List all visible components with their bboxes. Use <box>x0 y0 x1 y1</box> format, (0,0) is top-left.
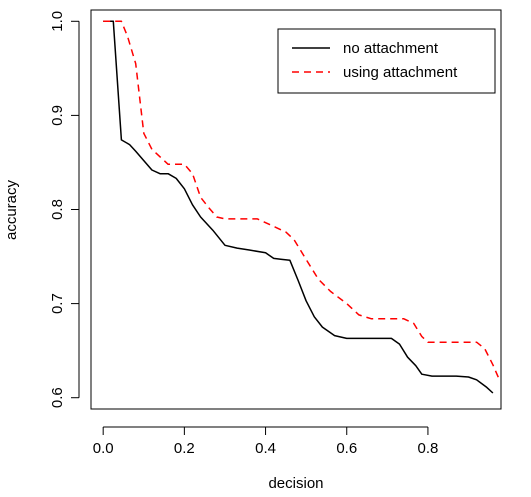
y-tick-label: 1.0 <box>49 11 66 32</box>
x-tick-label: 0.4 <box>255 440 276 457</box>
y-axis-title: accuracy <box>3 179 20 240</box>
y-tick-label: 0.6 <box>49 387 66 408</box>
x-tick-label: 0.8 <box>418 440 439 457</box>
legend-box <box>277 28 496 94</box>
x-axis-title: decision <box>268 475 323 492</box>
x-tick-label: 0.0 <box>93 440 114 457</box>
x-axis: 0.0 0.2 0.4 0.6 0.8 <box>93 426 439 457</box>
legend: no attachment using attachment <box>277 28 496 94</box>
plot-frame <box>90 9 502 410</box>
series-line-using-attachment <box>103 20 500 380</box>
legend-label-no-attachment: no attachment <box>343 40 439 57</box>
legend-label-using-attachment: using attachment <box>343 64 458 81</box>
series-line-no-attachment <box>103 20 494 394</box>
y-tick-label: 0.9 <box>49 105 66 126</box>
series-layer <box>103 20 500 394</box>
y-tick-label: 0.8 <box>49 199 66 220</box>
y-tick-label: 0.7 <box>49 293 66 314</box>
x-tick-label: 0.6 <box>336 440 357 457</box>
y-axis: 0.6 0.7 0.8 0.9 1.0 <box>49 11 80 408</box>
x-tick-label: 0.2 <box>174 440 195 457</box>
